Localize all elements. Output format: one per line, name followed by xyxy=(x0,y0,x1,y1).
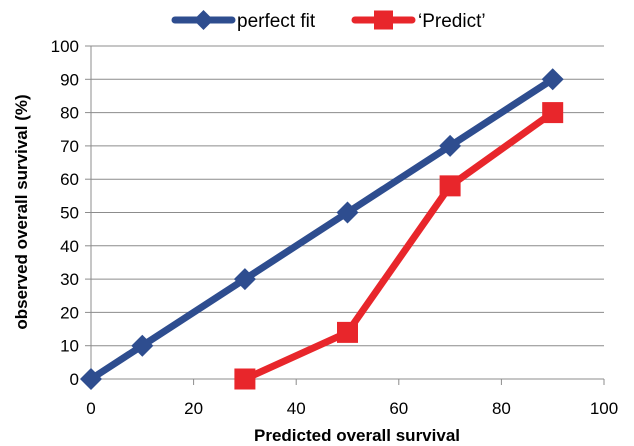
x-tick-label-100: 100 xyxy=(590,399,618,418)
series-1 xyxy=(80,68,564,390)
series-2-point-4 xyxy=(542,102,564,124)
y-tick-label-50: 50 xyxy=(60,204,79,223)
series-1-point-3 xyxy=(233,268,256,291)
series-2-point-2 xyxy=(337,321,358,343)
x-tick-label-20: 20 xyxy=(184,399,203,418)
y-tick-label-70: 70 xyxy=(60,137,79,156)
y-tick-label-10: 10 xyxy=(60,337,79,356)
y-tick-label-100: 100 xyxy=(51,37,79,56)
series-1-point-6 xyxy=(541,68,564,91)
series-1-point-5 xyxy=(439,134,462,157)
x-tick-label-80: 80 xyxy=(492,399,511,418)
y-axis-title: observed overall survival (%) xyxy=(12,94,31,329)
y-tick-label-90: 90 xyxy=(60,70,79,89)
x-tick-label-60: 60 xyxy=(389,399,408,418)
y-axis-ticks: 0 10 20 30 40 50 60 70 80 90 100 xyxy=(51,37,91,389)
x-tick-label-0: 0 xyxy=(86,399,95,418)
series-layer xyxy=(80,68,564,390)
gridlines xyxy=(91,45,604,347)
y-tick-label-80: 80 xyxy=(60,104,79,123)
series-1-point-2 xyxy=(131,334,154,357)
series-1-point-4 xyxy=(336,201,359,224)
series-2 xyxy=(234,102,564,390)
legend: perfect fit ‘Predict’ xyxy=(171,10,486,32)
y-tick-label-40: 40 xyxy=(60,237,79,256)
series-1-line xyxy=(87,75,557,383)
y-tick-label-60: 60 xyxy=(60,170,79,189)
series-2-line xyxy=(241,109,557,383)
legend-marker-1 xyxy=(193,10,214,30)
y-tick-label-30: 30 xyxy=(60,270,79,289)
x-axis-title: Predicted overall survival xyxy=(254,426,460,445)
x-tick-label-40: 40 xyxy=(287,399,306,418)
series-1-point-1 xyxy=(80,368,102,390)
series-2-point-3 xyxy=(439,175,461,197)
legend-item-2: ‘Predict’ xyxy=(351,10,486,32)
legend-label-1: perfect fit xyxy=(237,11,316,32)
legend-marker-2 xyxy=(374,10,393,30)
y-tick-label-0: 0 xyxy=(70,370,79,389)
legend-label-2: ‘Predict’ xyxy=(418,11,486,32)
y-tick-label-20: 20 xyxy=(60,303,79,322)
x-axis-ticks: 0 20 40 60 80 100 xyxy=(86,379,618,418)
series-2-point-1 xyxy=(234,368,256,390)
legend-item-1: perfect fit xyxy=(171,10,316,32)
